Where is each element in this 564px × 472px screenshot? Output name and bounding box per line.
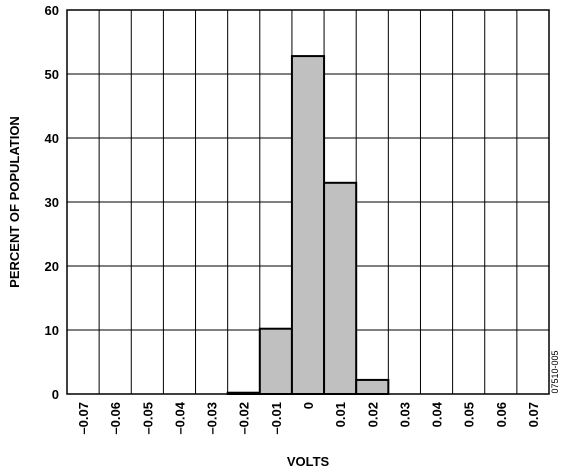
y-tick-label: 60 (45, 3, 59, 18)
x-tick-label: 0.06 (494, 402, 509, 427)
y-axis-ticks: 0 10 20 30 40 50 60 (45, 3, 59, 402)
x-axis-ticks: –0.07 –0.06 –0.05 –0.04 –0.03 –0.02 –0.01 0 0.01… (76, 401, 541, 434)
x-tick-label: –0.06 (108, 402, 123, 435)
x-tick-label: 0.07 (526, 402, 541, 427)
y-tick-label: 20 (45, 259, 59, 274)
x-tick-label: –0.03 (205, 402, 220, 435)
x-tick-label: –0.02 (237, 402, 252, 435)
x-tick-label: 0 (301, 402, 316, 409)
histogram-bar (323, 181, 358, 395)
y-axis-label: PERCENT OF POPULATION (7, 116, 22, 288)
y-tick-label: 40 (45, 131, 59, 146)
x-tick-label: 0.03 (397, 402, 412, 427)
histogram-bar (290, 55, 326, 396)
y-tick-label: 30 (45, 195, 59, 210)
y-tick-label: 0 (52, 387, 59, 402)
y-tick-label: 50 (45, 67, 59, 82)
x-tick-label: 0.02 (365, 402, 380, 427)
x-axis-label: VOLTS (287, 454, 330, 469)
x-tick-label: –0.04 (172, 401, 187, 434)
histogram-bar (258, 327, 293, 395)
x-tick-label: 0.01 (333, 402, 348, 427)
x-tick-label: –0.01 (269, 402, 284, 435)
plot-area-frame (66, 9, 550, 395)
x-tick-label: 0.04 (430, 401, 445, 427)
y-tick-label: 10 (45, 323, 59, 338)
x-tick-label: 0.05 (462, 402, 477, 427)
x-tick-label: –0.07 (76, 402, 91, 435)
bars (226, 55, 390, 396)
x-tick-label: –0.05 (140, 402, 155, 435)
figure-id: 07510-005 (550, 350, 560, 393)
histogram-bar (355, 378, 390, 396)
